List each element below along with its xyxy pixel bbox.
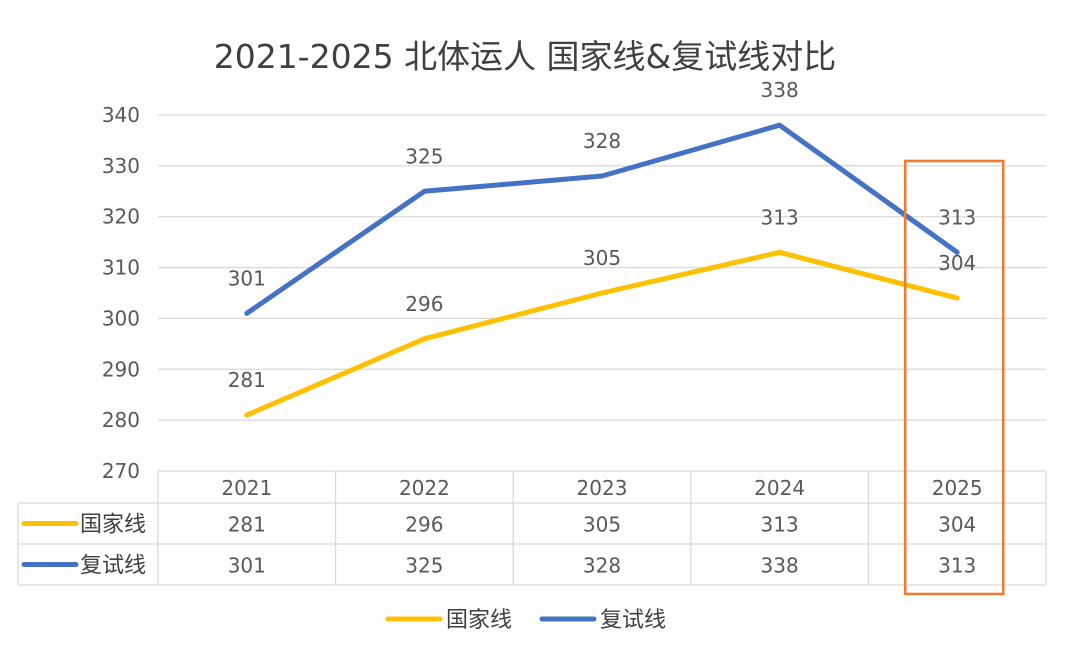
table-cell-value: 325 [405,554,443,578]
series-line [244,122,960,316]
data-label: 301 [228,266,266,290]
highlight-rect [903,159,1005,596]
series-line [244,249,960,418]
table-cell-value: 338 [761,554,799,578]
legend-label: 复试线 [600,608,666,633]
table-cell-value: 305 [583,513,621,537]
y-tick-label: 290 [102,357,140,381]
table-cell-value: 304 [938,513,976,537]
data-label: 313 [938,205,976,229]
x-category-label: 2025 [932,476,983,500]
table-cell-value: 296 [405,513,443,537]
data-label: 281 [228,368,266,392]
data-label: 305 [583,246,621,270]
x-category-label: 2021 [221,476,272,500]
x-category-label: 2024 [754,476,805,500]
data-label: 328 [583,129,621,153]
table-cell-value: 281 [228,513,266,537]
chart-title: 2021-2025 北体运人 国家线&复试线对比 [214,37,837,76]
x-category-label: 2022 [399,476,450,500]
data-label: 304 [938,251,976,275]
table-cell-value: 313 [761,513,799,537]
y-tick-label: 320 [102,205,140,229]
y-tick-label: 270 [102,459,140,483]
legend: 国家线 复试线 [385,608,666,633]
highlight-box [903,159,1005,596]
y-tick-label: 340 [102,103,140,127]
y-tick-label: 330 [102,154,140,178]
data-table: 2021 2022 2023 2024 2025 国家线 281 296 305 313 304 复试… [17,471,1047,586]
data-label: 313 [761,205,799,229]
data-labels: 281 296 305 313 304 301 325 328 338 313 [228,78,977,392]
data-label: 338 [761,78,799,102]
table-cell-value: 313 [938,554,976,578]
gridlines [158,114,1046,472]
y-tick-label: 280 [102,408,140,432]
data-label: 296 [405,292,443,316]
legend-label: 国家线 [446,608,512,633]
table-series-name: 复试线 [80,554,146,579]
x-category-label: 2023 [577,476,628,500]
table-series-name: 国家线 [80,513,146,538]
table-cell-value: 328 [583,554,621,578]
y-tick-label: 310 [102,256,140,280]
data-label: 325 [405,144,443,168]
y-axis-ticks: 270 280 290 300 310 320 330 340 [102,103,140,483]
y-tick-label: 300 [102,306,140,330]
series-lines [244,122,960,418]
table-cell-value: 301 [228,554,266,578]
